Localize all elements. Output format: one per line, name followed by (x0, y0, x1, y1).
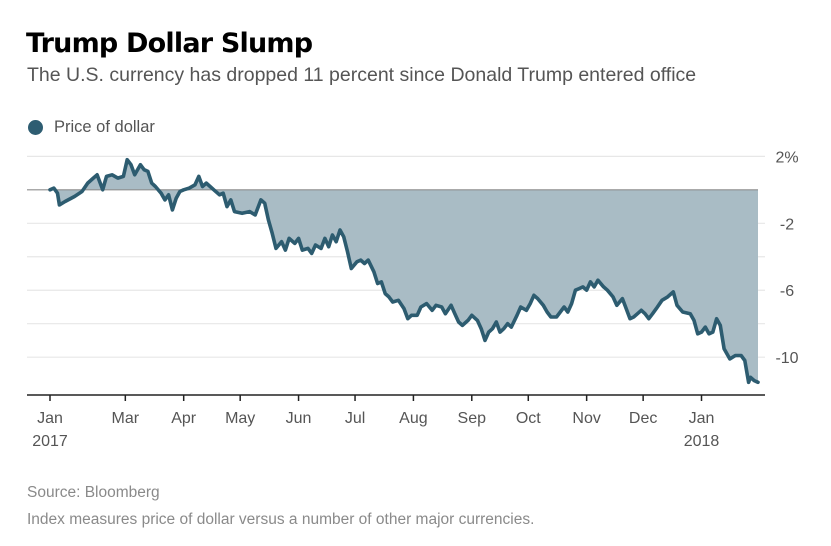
x-tick-label: Mar (112, 410, 140, 427)
x-tick-label: Sep (458, 410, 487, 427)
x-tick-label: Dec (629, 410, 657, 427)
chart-plot: 2% -2 -6 -10 Jan 2017 Mar Apr May Jun Jul Aug Sep Oc… (27, 150, 799, 450)
chart-title: Trump Dollar Slump (26, 28, 313, 59)
footnote: Index measures price of dollar versus a … (27, 511, 535, 528)
x-tick-label: Jul (345, 410, 365, 427)
x-tick-year-label: 2018 (684, 433, 720, 450)
legend-swatch (28, 120, 43, 135)
x-tick-label: Oct (516, 410, 541, 427)
y-tick-label: -6 (780, 283, 794, 300)
x-tick-label: Nov (572, 410, 600, 427)
y-tick-label: -2 (780, 216, 794, 233)
x-tick-label: Apr (171, 410, 197, 427)
y-tick-label: 2% (775, 150, 798, 166)
y-tick-label: -10 (775, 350, 798, 367)
x-tick-label: Aug (399, 410, 427, 427)
series-line-price-of-dollar (48, 157, 760, 385)
area-fill (50, 159, 758, 383)
x-tick-label: Jan (689, 410, 715, 427)
source-note: Source: Bloomberg (27, 484, 160, 501)
x-axis-labels: Jan 2017 Mar Apr May Jun Jul Aug Sep Oct Nov Dec Jan… (32, 395, 719, 450)
legend: Price of dollar (28, 118, 155, 137)
x-tick-label: Jan (37, 410, 63, 427)
y-axis-labels: 2% -2 -6 -10 (775, 150, 798, 367)
x-tick-year-label: 2017 (32, 433, 68, 450)
x-tick-label: May (225, 410, 255, 427)
chart-subtitle: The U.S. currency has dropped 11 percent… (27, 64, 697, 86)
legend-label: Price of dollar (54, 118, 155, 136)
x-tick-label: Jun (286, 410, 312, 427)
